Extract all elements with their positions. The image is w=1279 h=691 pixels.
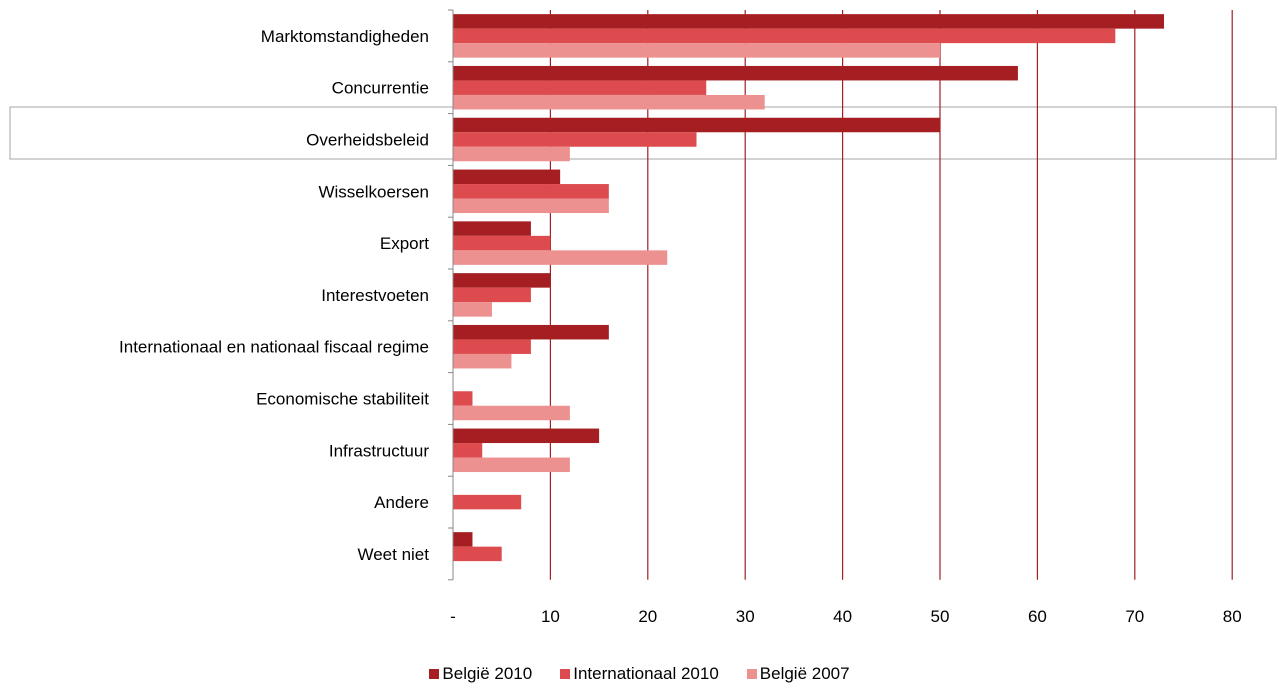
x-tick-label: 30 [736,607,755,626]
bar [453,339,531,354]
bar [453,428,600,444]
bar [453,94,765,110]
bar [453,353,512,369]
bar [453,391,473,406]
category-label: Concurrentie [332,79,429,98]
legend-swatch [746,669,757,679]
bar [453,546,502,562]
category-label: Internationaal en nationaal fiscaal regi… [119,338,429,357]
bar [453,221,531,236]
x-tick-label: 40 [833,607,852,626]
category-label: Andere [374,493,429,512]
bar [453,494,522,510]
bar [453,14,1165,29]
category-label: Economische stabiliteit [256,390,429,409]
x-tick-label: 50 [931,607,950,626]
category-label: Marktomstandigheden [261,27,429,46]
legend-item: Internationaal 2010 [560,664,719,684]
legend-label: België 2010 [442,664,533,683]
bar [453,198,609,214]
bar [453,28,1116,44]
bar [453,287,531,303]
bar [453,146,570,162]
bar [453,235,551,251]
category-label: Overheidsbeleid [306,131,429,150]
category-label: Infrastructuur [329,441,429,460]
bar [453,443,483,458]
bar [453,65,1018,81]
x-tick-label: 60 [1028,607,1047,626]
bar [453,532,473,547]
x-tick-label: 20 [638,607,657,626]
bar [453,184,609,199]
x-tick-labels: - 10 20 30 40 50 60 70 80 [450,607,1241,626]
legend-label: Internationaal 2010 [573,664,719,683]
bar [453,250,668,265]
legend-item: België 2010 [429,664,532,684]
category-labels: Marktomstandigheden Concurrentie Overheids… [119,27,429,564]
bar [453,302,492,317]
category-label: Wisselkoersen [318,182,429,201]
bar [453,80,707,95]
category-label: Weet niet [357,545,429,564]
legend-swatch [560,669,571,679]
y-axis [448,9,454,581]
bar [453,405,570,421]
bar [453,324,609,340]
x-tick-label: - [450,607,456,626]
legend: België 2010 Internationaal 2010 België 200… [0,664,1279,684]
x-tick-label: 70 [1125,607,1144,626]
legend-label: België 2007 [759,664,850,683]
category-label: Export [380,234,429,253]
x-tick-label: 10 [541,607,560,626]
bar [453,457,570,473]
bar [453,117,940,133]
x-tick-label: 80 [1223,607,1242,626]
category-label: Interestvoeten [321,286,429,305]
bar [453,43,940,58]
bars [453,14,1165,562]
gridlines [549,10,1233,580]
bar [453,169,561,185]
legend-swatch [429,669,440,679]
bar [453,132,697,147]
legend-item: België 2007 [746,664,850,684]
bar [453,273,551,288]
